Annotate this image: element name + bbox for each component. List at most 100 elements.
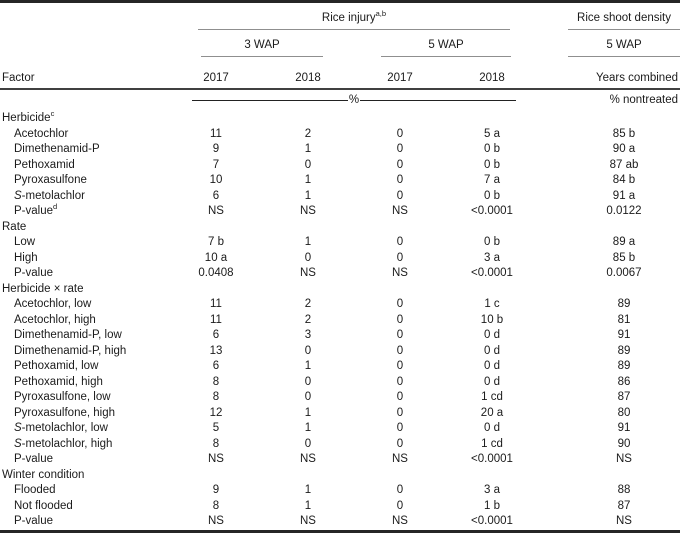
value-cell: 0 b [484, 236, 500, 248]
factor-cell: P-value [14, 515, 53, 527]
density-five-wap-header: 5 WAP [568, 30, 680, 57]
value-cell: NS [300, 205, 316, 217]
column-gap [538, 266, 568, 282]
table-row: Low 7 b 1 0 0 b 89 a [0, 235, 680, 251]
italic-species-prefix: S [14, 189, 22, 202]
footnote-mark: c [50, 109, 55, 119]
italic-species-prefix: S [14, 422, 22, 434]
table-row: S-metolachlor, low 5 1 0 0 d 91 [0, 421, 680, 437]
value-cell: 89 [617, 344, 631, 357]
value-cell: <0.0001 [471, 267, 513, 279]
value-cell: 1 [304, 174, 312, 186]
value-cell: 0 [304, 158, 312, 171]
value-cell: NS [392, 453, 408, 465]
value-cell: NS [300, 515, 316, 527]
three-wap-header: 3 WAP [170, 30, 354, 57]
table-row: S-metolachlor, high 8 0 0 1 cd 90 [0, 437, 680, 453]
value-cell: 9 [212, 143, 220, 155]
value-cell: 1 c [484, 298, 500, 310]
value-cell: 85 b [612, 127, 636, 140]
value-cell: 0 [396, 158, 404, 171]
value-cell: 0 d [484, 344, 500, 357]
factor-cell: Dimethenamid-P, high [14, 344, 127, 357]
value-cell: <0.0001 [471, 205, 513, 217]
unit-rule-right [360, 100, 516, 101]
value-cell: NS [300, 453, 316, 465]
table-body: % % nontreated Herbicidec Acetochlor 11 2 0 5… [0, 89, 680, 531]
column-gap [538, 406, 568, 422]
column-gap [538, 328, 568, 344]
table-row: Not flooded 8 1 0 1 b 87 [0, 499, 680, 515]
value-cell: 0 [396, 422, 404, 434]
table-row: Dimethenamid-P 9 1 0 0 b 90 a [0, 142, 680, 158]
five-wap-header: 5 WAP [354, 30, 538, 57]
factor-cell: S-metolachlor, low [14, 422, 108, 434]
value-cell: 8 [212, 375, 220, 388]
density-five-wap-underline: 5 WAP [568, 39, 680, 57]
table-row: P-valued NS NS NS <0.0001 0.0122 [0, 202, 680, 220]
value-cell: 0 [396, 375, 404, 388]
value-cell: 1 b [484, 499, 500, 512]
value-cell: 6 [212, 360, 220, 372]
column-gap [538, 359, 568, 375]
section-row: Herbicide × rate [0, 282, 680, 298]
value-cell: 1 [304, 143, 312, 155]
table-row: Acetochlor, low 11 2 0 1 c 89 [0, 297, 680, 313]
value-cell: 89 [617, 360, 631, 372]
unit-rule-left [192, 100, 348, 101]
section-label: Herbicide × rate [2, 282, 84, 295]
year-header-2017-5wap: 2017 [354, 57, 446, 90]
value-cell: 9 [212, 484, 220, 496]
factor-column-spacer [0, 89, 170, 111]
value-cell: 87 [617, 391, 631, 403]
factor-cell: Pethoxamid, high [14, 375, 103, 388]
factor-cell: P-valued [14, 202, 58, 217]
rice-shoot-density-label: Rice shoot density [577, 12, 671, 24]
value-cell: 91 [617, 329, 631, 341]
value-cell: 0 [396, 344, 404, 357]
value-cell: 1 [304, 499, 312, 512]
value-cell: 1 cd [481, 391, 503, 403]
value-cell: 13 [209, 344, 223, 357]
value-cell: 3 a [484, 251, 500, 264]
factor-cell: S-metolachlor [14, 189, 85, 202]
column-gap [538, 89, 568, 111]
value-cell: 0 d [484, 360, 500, 372]
value-cell: <0.0001 [471, 515, 513, 527]
value-cell: 84 b [612, 174, 636, 186]
value-cell: 1 [304, 406, 312, 419]
value-cell: NS [300, 267, 316, 279]
value-cell: 12 [209, 406, 223, 419]
unit-row: % % nontreated [0, 89, 680, 111]
factor-cell: Pyroxasulfone, low [14, 391, 111, 403]
value-cell: NS [392, 205, 408, 217]
value-cell: 2 [304, 127, 312, 140]
factor-cell: Not flooded [14, 499, 73, 512]
value-cell: 88 [617, 484, 631, 496]
value-cell: 0 [396, 484, 404, 496]
value-cell: 0 [396, 437, 404, 450]
column-gap [538, 499, 568, 515]
table-row: Pethoxamid 7 0 0 0 b 87 ab [0, 158, 680, 174]
value-cell: 10 a [204, 251, 228, 264]
value-cell: 3 a [484, 484, 500, 496]
value-cell: 0 b [484, 143, 500, 155]
value-cell: NS [392, 515, 408, 527]
section-label: Herbicidec [2, 109, 55, 124]
factor-cell: Pethoxamid, low [14, 360, 99, 372]
factor-cell: Flooded [14, 484, 56, 496]
table-row: Dimethenamid-P, low 6 3 0 0 d 91 [0, 328, 680, 344]
value-cell: 6 [212, 189, 220, 202]
column-gap [538, 344, 568, 360]
value-cell: 1 [304, 189, 312, 202]
value-cell: 91 a [612, 189, 636, 202]
section-label: Winter condition [2, 468, 85, 481]
value-cell: 0 d [484, 375, 500, 388]
section-label: Rate [2, 220, 27, 233]
factor-cell: P-value [14, 267, 53, 279]
rice-shoot-density-underline: Rice shoot density [568, 12, 680, 30]
column-gap [538, 421, 568, 437]
table-row: Pyroxasulfone, low 8 0 0 1 cd 87 [0, 390, 680, 406]
value-cell: 85 b [612, 251, 636, 264]
